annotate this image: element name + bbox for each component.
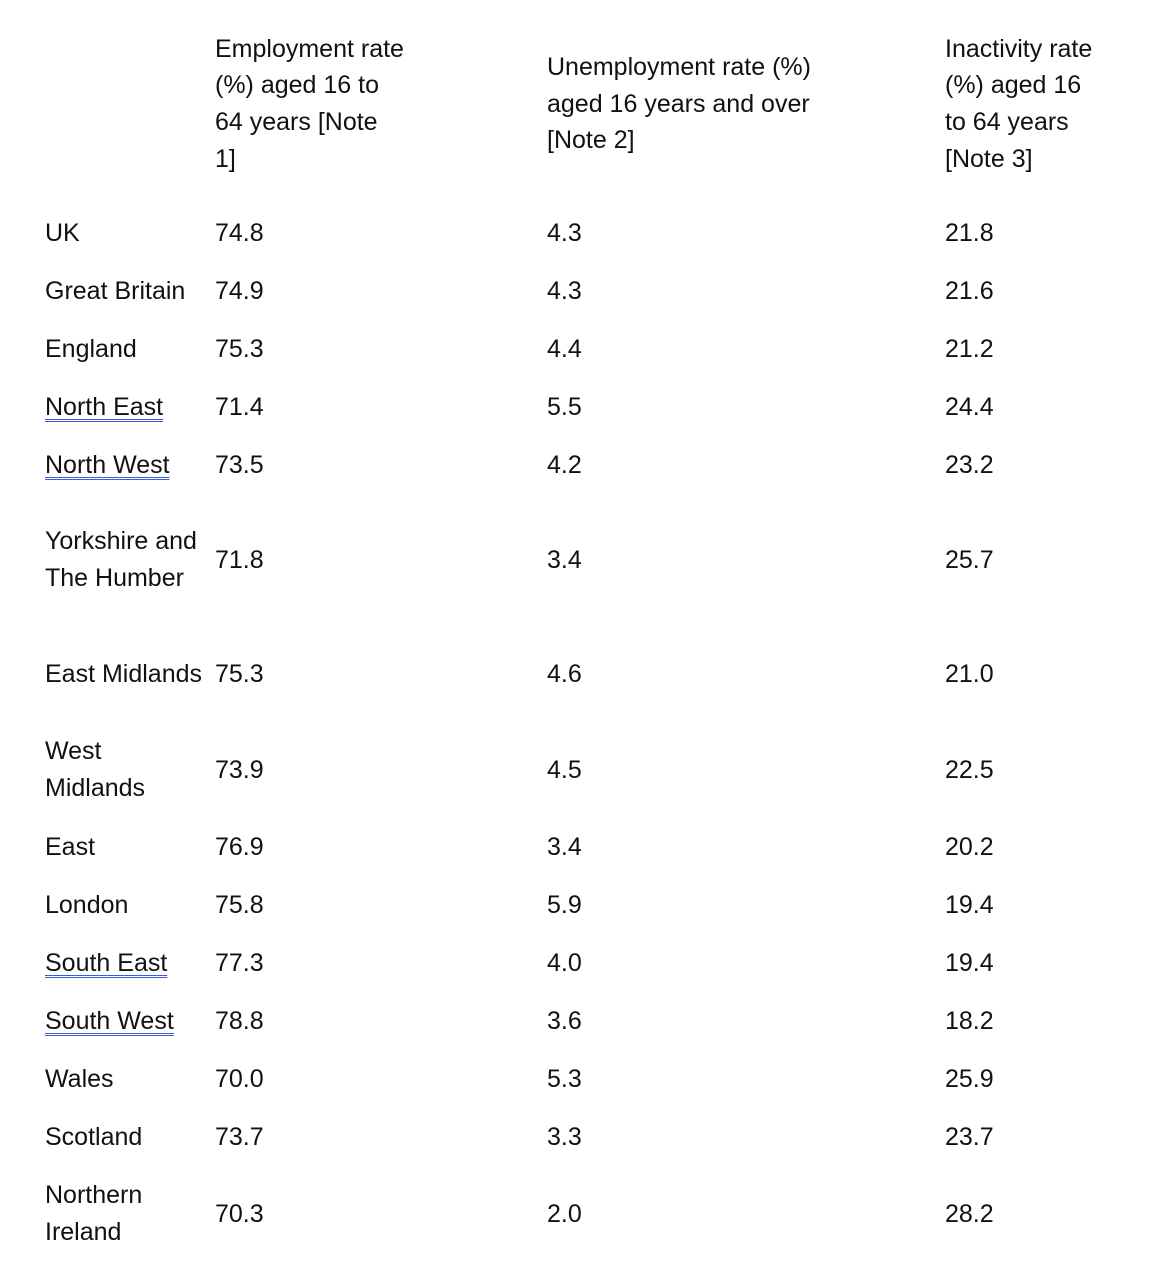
table-row: UK 74.8 4.3 21.8 [38,204,1128,262]
region-cell: Scotland [45,1122,143,1151]
table-row: North West 73.5 4.2 23.2 [38,436,1128,494]
unemployment-cell: 3.6 [547,1006,582,1035]
unemployment-cell: 5.9 [547,890,582,919]
table-row: East Midlands 75.3 4.6 21.0 [38,626,1128,722]
inactivity-cell: 23.2 [945,450,994,479]
table-row: Northern Ireland 70.3 2.0 28.2 [38,1166,1128,1262]
inactivity-cell: 25.7 [945,545,994,574]
unemployment-cell: 5.5 [547,392,582,421]
employment-cell: 76.9 [215,832,264,861]
table-row: Wales 70.0 5.3 25.9 [38,1050,1128,1108]
employment-cell: 70.3 [215,1199,264,1228]
unemployment-cell: 4.2 [547,450,582,479]
region-cell: Wales [45,1064,114,1093]
table-row: Yorkshire and The Humber 71.8 3.4 25.7 [38,494,1128,626]
employment-cell: 74.9 [215,276,264,305]
unemployment-cell: 3.3 [547,1122,582,1151]
table-row: South West 78.8 3.6 18.2 [38,992,1128,1050]
region-cell: East Midlands [45,659,203,688]
inactivity-cell: 21.0 [945,659,994,688]
inactivity-cell: 19.4 [945,890,994,919]
region-cell: England [45,334,137,363]
inactivity-cell: 25.9 [945,1064,994,1093]
unemployment-cell: 4.4 [547,334,582,363]
region-cell: East [45,832,96,861]
unemployment-cell: 3.4 [547,832,582,861]
region-cell: North East [45,392,164,421]
unemployment-cell: 4.5 [547,755,582,784]
header-region [38,12,208,204]
region-cell: West Midlands [45,737,146,802]
unemployment-cell: 4.6 [547,659,582,688]
table-row: West Midlands 73.9 4.5 22.5 [38,722,1128,818]
region-cell: UK [45,218,80,247]
table-row: England 75.3 4.4 21.2 [38,320,1128,378]
region-cell: South East [45,948,168,977]
inactivity-cell: 23.7 [945,1122,994,1151]
inactivity-cell: 22.5 [945,755,994,784]
employment-cell: 71.8 [215,545,264,574]
header-employment-rate: Employment rate (%) aged 16 to 64 years … [215,34,404,173]
labour-market-table: Employment rate (%) aged 16 to 64 years … [38,12,1128,1262]
region-cell: South West [45,1006,174,1035]
region-cell: North West [45,450,170,479]
inactivity-cell: 18.2 [945,1006,994,1035]
unemployment-cell: 2.0 [547,1199,582,1228]
unemployment-cell: 4.0 [547,948,582,977]
inactivity-cell: 21.6 [945,276,994,305]
employment-cell: 70.0 [215,1064,264,1093]
table-row: North East 71.4 5.5 24.4 [38,378,1128,436]
table-row: East 76.9 3.4 20.2 [38,818,1128,876]
employment-cell: 75.3 [215,659,264,688]
unemployment-cell: 4.3 [547,218,582,247]
employment-cell: 75.3 [215,334,264,363]
inactivity-cell: 28.2 [945,1199,994,1228]
table-row: London 75.8 5.9 19.4 [38,876,1128,934]
region-cell: Northern Ireland [45,1181,143,1246]
employment-cell: 75.8 [215,890,264,919]
inactivity-cell: 24.4 [945,392,994,421]
table-row: Great Britain 74.9 4.3 21.6 [38,262,1128,320]
header-inactivity-rate: Inactivity rate (%) aged 16 to 64 years … [945,34,1093,173]
employment-cell: 78.8 [215,1006,264,1035]
inactivity-cell: 21.2 [945,334,994,363]
table-header-row: Employment rate (%) aged 16 to 64 years … [38,12,1128,204]
employment-cell: 73.5 [215,450,264,479]
region-cell: Great Britain [45,276,186,305]
unemployment-cell: 5.3 [547,1064,582,1093]
unemployment-cell: 4.3 [547,276,582,305]
inactivity-cell: 19.4 [945,948,994,977]
employment-cell: 73.7 [215,1122,264,1151]
employment-cell: 77.3 [215,948,264,977]
employment-cell: 71.4 [215,392,264,421]
header-unemployment-rate: Unemployment rate (%) aged 16 years and … [547,53,811,155]
table-row: South East 77.3 4.0 19.4 [38,934,1128,992]
employment-cell: 74.8 [215,218,264,247]
unemployment-cell: 3.4 [547,545,582,574]
inactivity-cell: 21.8 [945,218,994,247]
table-row: Scotland 73.7 3.3 23.7 [38,1108,1128,1166]
region-cell: London [45,890,129,919]
inactivity-cell: 20.2 [945,832,994,861]
employment-cell: 73.9 [215,755,264,784]
region-cell: Yorkshire and The Humber [45,527,197,592]
